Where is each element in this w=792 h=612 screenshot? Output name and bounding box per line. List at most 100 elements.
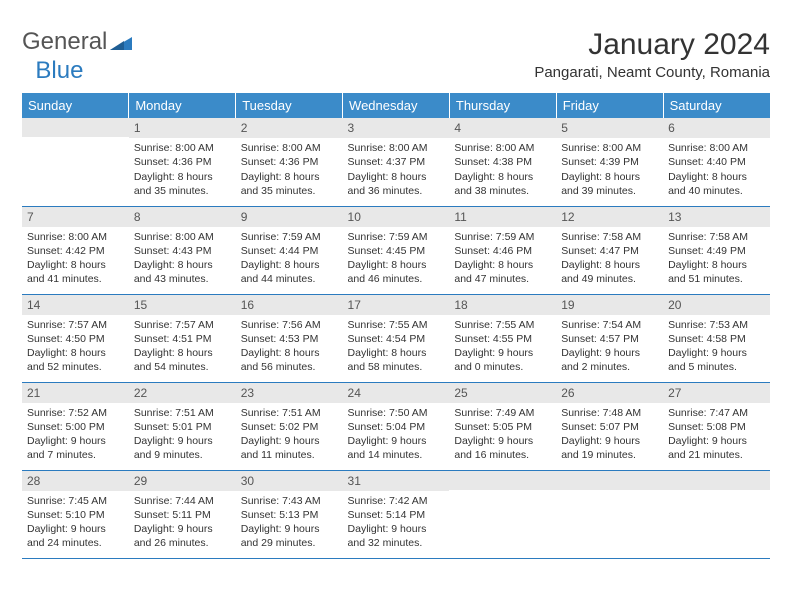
sunrise-text: Sunrise: 7:51 AM <box>134 406 231 420</box>
day-details: Sunrise: 8:00 AMSunset: 4:38 PMDaylight:… <box>449 138 556 202</box>
daylight-text: Daylight: 8 hours <box>561 170 658 184</box>
daylight-text-2: and 49 minutes. <box>561 272 658 286</box>
day-details: Sunrise: 8:00 AMSunset: 4:43 PMDaylight:… <box>129 227 236 291</box>
logo: General <box>22 28 132 56</box>
daylight-text-2: and 56 minutes. <box>241 360 338 374</box>
day-details: Sunrise: 8:00 AMSunset: 4:37 PMDaylight:… <box>343 138 450 202</box>
day-details: Sunrise: 7:55 AMSunset: 4:54 PMDaylight:… <box>343 315 450 379</box>
day-cell: 23Sunrise: 7:51 AMSunset: 5:02 PMDayligh… <box>236 382 343 470</box>
daylight-text-2: and 46 minutes. <box>348 272 445 286</box>
day-details: Sunrise: 7:51 AMSunset: 5:01 PMDaylight:… <box>129 403 236 467</box>
day-cell <box>556 470 663 558</box>
day-details: Sunrise: 7:49 AMSunset: 5:05 PMDaylight:… <box>449 403 556 467</box>
week-row: 1 Sunrise: 8:00 AM Sunset: 4:36 PM Daylight… <box>22 118 770 206</box>
day-cell: 16Sunrise: 7:56 AMSunset: 4:53 PMDayligh… <box>236 294 343 382</box>
day-cell: 20Sunrise: 7:53 AMSunset: 4:58 PMDayligh… <box>663 294 770 382</box>
daylight-text: Daylight: 9 hours <box>27 434 124 448</box>
sunset-text: Sunset: 5:01 PM <box>134 420 231 434</box>
daylight-text-2: and 7 minutes. <box>27 448 124 462</box>
calendar-body: 1 Sunrise: 8:00 AM Sunset: 4:36 PM Daylight… <box>22 118 770 558</box>
logo-text-1: General <box>22 28 107 56</box>
day-details: Sunrise: 7:48 AMSunset: 5:07 PMDaylight:… <box>556 403 663 467</box>
sunrise-text: Sunrise: 8:00 AM <box>561 141 658 155</box>
week-row: 28Sunrise: 7:45 AMSunset: 5:10 PMDayligh… <box>22 470 770 558</box>
day-number: 1 <box>129 118 236 138</box>
sunrise-text: Sunrise: 7:50 AM <box>348 406 445 420</box>
day-header: Saturday <box>663 93 770 118</box>
day-number: 30 <box>236 471 343 491</box>
daylight-text-2: and 51 minutes. <box>668 272 765 286</box>
day-number: 8 <box>129 207 236 227</box>
day-details: Sunrise: 7:45 AMSunset: 5:10 PMDaylight:… <box>22 491 129 555</box>
sunset-text: Sunset: 4:49 PM <box>668 244 765 258</box>
day-cell: 17Sunrise: 7:55 AMSunset: 4:54 PMDayligh… <box>343 294 450 382</box>
day-number <box>22 118 129 137</box>
day-number: 10 <box>343 207 450 227</box>
sunset-text: Sunset: 4:53 PM <box>241 332 338 346</box>
location-text: Pangarati, Neamt County, Romania <box>534 64 770 81</box>
day-cell: 27Sunrise: 7:47 AMSunset: 5:08 PMDayligh… <box>663 382 770 470</box>
day-header: Tuesday <box>236 93 343 118</box>
daylight-text-2: and 44 minutes. <box>241 272 338 286</box>
daylight-text: Daylight: 9 hours <box>668 346 765 360</box>
sunset-text: Sunset: 4:38 PM <box>454 155 551 169</box>
daylight-text-2: and 41 minutes. <box>27 272 124 286</box>
day-cell <box>663 470 770 558</box>
week-row: 7Sunrise: 8:00 AMSunset: 4:42 PMDaylight… <box>22 206 770 294</box>
daylight-text: Daylight: 8 hours <box>454 258 551 272</box>
daylight-text: Daylight: 8 hours <box>27 346 124 360</box>
sunset-text: Sunset: 4:44 PM <box>241 244 338 258</box>
daylight-text-2: and 21 minutes. <box>668 448 765 462</box>
day-cell: 15Sunrise: 7:57 AMSunset: 4:51 PMDayligh… <box>129 294 236 382</box>
day-number: 3 <box>343 118 450 138</box>
daylight-text-2: and 39 minutes. <box>561 184 658 198</box>
sunset-text: Sunset: 4:51 PM <box>134 332 231 346</box>
sunrise-text: Sunrise: 7:57 AM <box>27 318 124 332</box>
daylight-text: Daylight: 9 hours <box>348 434 445 448</box>
daylight-text-2: and 36 minutes. <box>348 184 445 198</box>
daylight-text: Daylight: 8 hours <box>561 258 658 272</box>
daylight-text: Daylight: 9 hours <box>134 434 231 448</box>
daylight-text: Daylight: 8 hours <box>241 170 338 184</box>
sunset-text: Sunset: 4:58 PM <box>668 332 765 346</box>
daylight-text-2: and 35 minutes. <box>134 184 231 198</box>
sunset-text: Sunset: 5:00 PM <box>27 420 124 434</box>
day-number: 21 <box>22 383 129 403</box>
daylight-text: Daylight: 8 hours <box>134 258 231 272</box>
daylight-text: Daylight: 9 hours <box>134 522 231 536</box>
day-cell: 9Sunrise: 7:59 AMSunset: 4:44 PMDaylight… <box>236 206 343 294</box>
daylight-text-2: and 58 minutes. <box>348 360 445 374</box>
day-details: Sunrise: 7:53 AMSunset: 4:58 PMDaylight:… <box>663 315 770 379</box>
month-title: January 2024 <box>534 28 770 62</box>
sunrise-text: Sunrise: 7:48 AM <box>561 406 658 420</box>
day-header-row: SundayMondayTuesdayWednesdayThursdayFrid… <box>22 93 770 118</box>
sunrise-text: Sunrise: 7:49 AM <box>454 406 551 420</box>
sunset-text: Sunset: 4:55 PM <box>454 332 551 346</box>
day-details: Sunrise: 7:58 AMSunset: 4:47 PMDaylight:… <box>556 227 663 291</box>
daylight-text-2: and 35 minutes. <box>241 184 338 198</box>
daylight-text: Daylight: 9 hours <box>348 522 445 536</box>
day-details: Sunrise: 8:00 AMSunset: 4:42 PMDaylight:… <box>22 227 129 291</box>
sunrise-text: Sunrise: 7:58 AM <box>668 230 765 244</box>
week-row: 14Sunrise: 7:57 AMSunset: 4:50 PMDayligh… <box>22 294 770 382</box>
daylight-text: Daylight: 9 hours <box>668 434 765 448</box>
daylight-text: Daylight: 9 hours <box>561 346 658 360</box>
day-details: Sunrise: 7:59 AMSunset: 4:44 PMDaylight:… <box>236 227 343 291</box>
day-details: Sunrise: 7:59 AMSunset: 4:46 PMDaylight:… <box>449 227 556 291</box>
day-cell: 24Sunrise: 7:50 AMSunset: 5:04 PMDayligh… <box>343 382 450 470</box>
daylight-text: Daylight: 9 hours <box>241 434 338 448</box>
day-number: 18 <box>449 295 556 315</box>
day-number <box>556 471 663 490</box>
daylight-text-2: and 0 minutes. <box>454 360 551 374</box>
sunset-text: Sunset: 5:04 PM <box>348 420 445 434</box>
day-number: 28 <box>22 471 129 491</box>
day-cell: 10Sunrise: 7:59 AMSunset: 4:45 PMDayligh… <box>343 206 450 294</box>
day-cell: 13Sunrise: 7:58 AMSunset: 4:49 PMDayligh… <box>663 206 770 294</box>
day-number: 29 <box>129 471 236 491</box>
day-cell: 1Sunrise: 8:00 AMSunset: 4:36 PMDaylight… <box>129 118 236 206</box>
daylight-text-2: and 40 minutes. <box>668 184 765 198</box>
sunset-text: Sunset: 4:36 PM <box>134 155 231 169</box>
daylight-text: Daylight: 8 hours <box>348 258 445 272</box>
sunset-text: Sunset: 5:07 PM <box>561 420 658 434</box>
sunset-text: Sunset: 5:02 PM <box>241 420 338 434</box>
